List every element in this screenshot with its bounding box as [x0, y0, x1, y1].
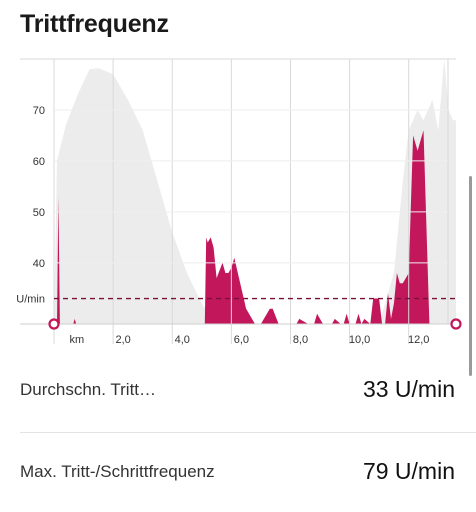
x-tick-label: 8,0 [293, 334, 308, 346]
x-tick-label: 4,0 [175, 334, 190, 346]
y-tick-label: 50 [33, 207, 45, 219]
average-cadence-label: Durchschn. Tritt… [20, 380, 157, 399]
cadence-area [54, 130, 456, 324]
range-end-handle [450, 318, 462, 330]
x-tick-label: 2,0 [115, 334, 130, 346]
max-cadence-value: 79 U/min [362, 458, 455, 484]
page-title: Trittfrequenz [20, 10, 169, 38]
x-tick-label: 12,0 [408, 334, 429, 346]
cadence-chart[interactable]: 70 60 50 40 U/min km 2,0 4,0 6,0 8,0 10,0 12,0 [0, 0, 476, 360]
y-tick-label: U/min [16, 294, 45, 306]
x-tick-label: 6,0 [234, 334, 249, 346]
y-tick-label: 70 [33, 105, 45, 117]
average-cadence-value: 33 U/min [362, 376, 455, 402]
scrollbar[interactable] [469, 176, 472, 376]
elevation-area [54, 59, 456, 324]
max-cadence-label: Max. Tritt-/Schrittfrequenz [20, 462, 215, 481]
y-tick-label: 40 [33, 258, 45, 270]
x-tick-label: km [70, 334, 85, 346]
x-tick-label: 10,0 [349, 334, 370, 346]
range-start-handle [48, 318, 60, 330]
y-tick-label: 60 [33, 156, 45, 168]
stats-divider [20, 432, 476, 433]
